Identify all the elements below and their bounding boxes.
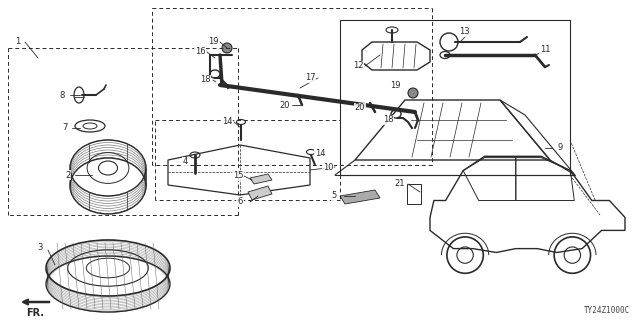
Text: 18: 18	[200, 76, 211, 84]
Text: 8: 8	[60, 91, 65, 100]
Text: 9: 9	[557, 143, 563, 153]
Polygon shape	[340, 190, 380, 204]
Text: 16: 16	[195, 47, 205, 57]
Polygon shape	[248, 186, 272, 200]
Text: 20: 20	[280, 100, 291, 109]
Text: 3: 3	[37, 244, 43, 252]
Text: 4: 4	[182, 157, 188, 166]
Text: 21: 21	[395, 180, 405, 188]
Text: 19: 19	[208, 37, 218, 46]
Text: 2: 2	[65, 171, 70, 180]
Circle shape	[408, 88, 418, 98]
Text: 7: 7	[62, 124, 68, 132]
Text: 5: 5	[332, 191, 337, 201]
Text: 6: 6	[237, 197, 243, 206]
Text: FR.: FR.	[26, 308, 44, 318]
Text: 17: 17	[305, 74, 316, 83]
Text: 15: 15	[233, 172, 243, 180]
Text: 18: 18	[383, 116, 394, 124]
Text: 20: 20	[355, 103, 365, 113]
Text: 11: 11	[540, 45, 550, 54]
Text: 10: 10	[323, 163, 333, 172]
Text: 19: 19	[390, 81, 400, 90]
Text: TY24Z1000C: TY24Z1000C	[584, 306, 630, 315]
Polygon shape	[250, 174, 272, 184]
Text: 14: 14	[315, 148, 325, 157]
Circle shape	[222, 43, 232, 53]
Text: 14: 14	[221, 117, 232, 126]
Text: 1: 1	[15, 37, 20, 46]
Text: 13: 13	[459, 28, 469, 36]
Text: 12: 12	[353, 61, 364, 70]
